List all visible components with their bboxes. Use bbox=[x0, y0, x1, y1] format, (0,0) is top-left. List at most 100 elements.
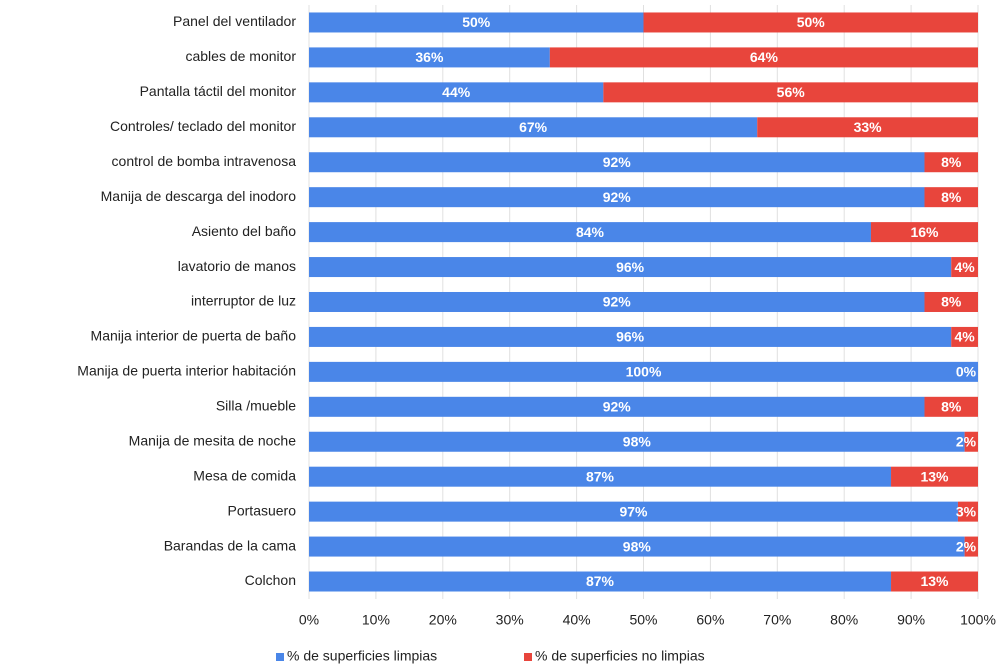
bar-segment bbox=[924, 187, 978, 208]
legend-swatch bbox=[524, 653, 532, 661]
data-label: 100% bbox=[626, 364, 662, 380]
bar-segment bbox=[309, 396, 925, 417]
bar-segment bbox=[309, 47, 550, 68]
bar-segment bbox=[964, 536, 978, 557]
data-label: 33% bbox=[854, 119, 883, 135]
legend-label: % de superficies no limpias bbox=[535, 648, 705, 664]
bar-segment bbox=[951, 326, 978, 347]
bar-segment bbox=[891, 571, 978, 592]
data-label: 92% bbox=[603, 399, 632, 415]
bar-segment bbox=[309, 222, 871, 243]
bar-segment bbox=[309, 12, 644, 33]
y-tick-label: Controles/ teclado del monitor bbox=[110, 118, 296, 134]
y-tick-label: Panel del ventilador bbox=[173, 13, 296, 29]
y-tick-label: control de bomba intravenosa bbox=[112, 153, 297, 169]
data-label: 13% bbox=[920, 573, 949, 589]
bar-segment bbox=[603, 82, 978, 103]
bar-segment bbox=[309, 431, 965, 452]
bar-segment bbox=[309, 257, 952, 278]
y-tick-label: Barandas de la cama bbox=[164, 537, 297, 553]
bar-segment bbox=[964, 431, 978, 452]
x-tick-label: 40% bbox=[563, 612, 591, 628]
y-tick-label: Portasuero bbox=[228, 502, 297, 518]
data-label: 3% bbox=[956, 503, 977, 519]
data-label: 64% bbox=[750, 49, 779, 65]
bar-segment bbox=[309, 152, 925, 173]
data-label: 36% bbox=[415, 49, 444, 65]
bar-segment bbox=[891, 466, 978, 487]
x-tick-label: 20% bbox=[429, 612, 457, 628]
x-tick-label: 10% bbox=[362, 612, 390, 628]
data-label: 8% bbox=[941, 154, 962, 170]
y-tick-label: Asiento del baño bbox=[192, 223, 297, 239]
data-label: 8% bbox=[941, 189, 962, 205]
x-tick-label: 0% bbox=[299, 612, 319, 628]
y-tick-label: lavatorio de manos bbox=[178, 258, 296, 274]
bar-segment bbox=[309, 187, 925, 208]
data-label: 96% bbox=[616, 329, 645, 345]
data-label: 4% bbox=[955, 259, 976, 275]
x-tick-label: 80% bbox=[830, 612, 858, 628]
x-tick-label: 70% bbox=[763, 612, 791, 628]
y-tick-label: Manija de descarga del inodoro bbox=[101, 188, 297, 204]
data-label: 87% bbox=[586, 573, 615, 589]
data-label: 92% bbox=[603, 154, 632, 170]
bar-segment bbox=[309, 326, 952, 347]
data-label: 87% bbox=[586, 468, 615, 484]
bar-segment bbox=[643, 12, 978, 33]
bar-segment bbox=[924, 291, 978, 312]
y-tick-label: Manija de puerta interior habitación bbox=[77, 363, 296, 379]
bar-segment bbox=[309, 82, 604, 103]
bar-segment bbox=[549, 47, 978, 68]
bar-segment bbox=[924, 396, 978, 417]
bar-segment bbox=[309, 291, 925, 312]
data-label: 13% bbox=[920, 468, 949, 484]
data-label: 67% bbox=[519, 119, 548, 135]
data-label: 16% bbox=[910, 224, 939, 240]
data-label: 50% bbox=[462, 14, 491, 30]
y-tick-label: Colchon bbox=[245, 572, 296, 588]
bar-segment bbox=[309, 361, 978, 382]
y-tick-label: cables de monitor bbox=[185, 48, 296, 64]
bar-segment bbox=[951, 257, 978, 278]
x-tick-label: 50% bbox=[629, 612, 657, 628]
legend-label: % de superficies limpias bbox=[287, 648, 437, 664]
y-tick-label: Manija de mesita de noche bbox=[129, 432, 297, 448]
data-label: 56% bbox=[777, 84, 806, 100]
data-label: 50% bbox=[797, 14, 826, 30]
data-label: 0% bbox=[956, 364, 977, 380]
bar-segment bbox=[309, 117, 758, 138]
bar-segment bbox=[309, 501, 958, 522]
y-tick-label: Pantalla táctil del monitor bbox=[140, 83, 297, 99]
y-tick-label: Silla /mueble bbox=[216, 398, 296, 414]
x-tick-label: 90% bbox=[897, 612, 925, 628]
data-label: 8% bbox=[941, 294, 962, 310]
bar-segment bbox=[870, 222, 978, 243]
bar-segment bbox=[757, 117, 978, 138]
x-tick-label: 30% bbox=[496, 612, 524, 628]
y-tick-label: interruptor de luz bbox=[191, 293, 296, 309]
data-label: 8% bbox=[941, 399, 962, 415]
data-label: 92% bbox=[603, 294, 632, 310]
data-label: 4% bbox=[955, 329, 976, 345]
data-label: 92% bbox=[603, 189, 632, 205]
data-label: 96% bbox=[616, 259, 645, 275]
data-label: 2% bbox=[956, 433, 977, 449]
data-label: 2% bbox=[956, 538, 977, 554]
data-label: 98% bbox=[623, 433, 652, 449]
y-tick-label: Manija interior de puerta de baño bbox=[91, 328, 297, 344]
bar-segment bbox=[924, 152, 978, 173]
data-label: 98% bbox=[623, 538, 652, 554]
y-tick-label: Mesa de comida bbox=[193, 467, 296, 483]
bar-segment bbox=[957, 501, 978, 522]
legend-swatch bbox=[276, 653, 284, 661]
data-label: 97% bbox=[619, 503, 648, 519]
bar-segment bbox=[309, 466, 892, 487]
bar-segment bbox=[309, 536, 965, 557]
bar-segment bbox=[309, 571, 892, 592]
data-label: 84% bbox=[576, 224, 605, 240]
data-label: 44% bbox=[442, 84, 471, 100]
x-tick-label: 60% bbox=[696, 612, 724, 628]
x-tick-label: 100% bbox=[960, 612, 996, 628]
